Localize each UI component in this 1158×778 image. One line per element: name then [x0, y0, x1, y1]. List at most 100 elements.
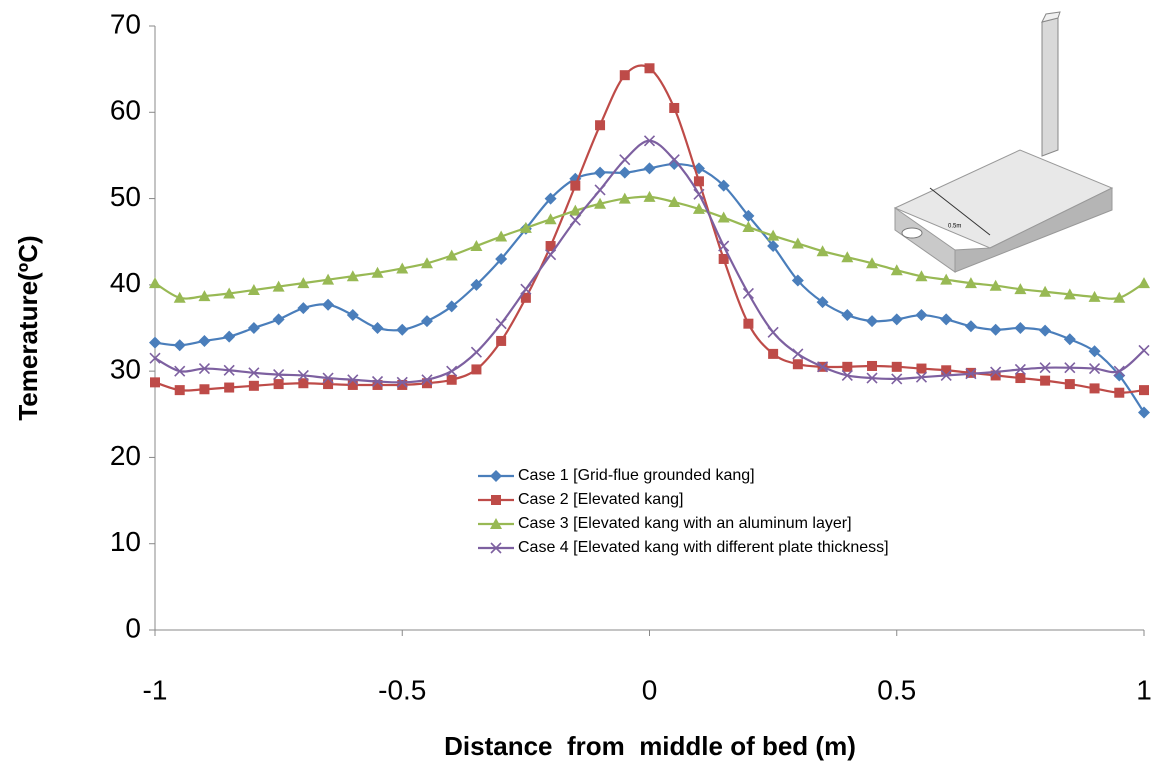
marker	[1139, 385, 1149, 396]
marker	[594, 184, 606, 196]
marker	[1040, 375, 1051, 386]
marker	[322, 273, 335, 285]
marker	[791, 274, 804, 287]
marker	[718, 240, 730, 252]
marker	[347, 374, 359, 386]
marker	[371, 322, 384, 334]
marker	[1113, 291, 1126, 303]
marker	[1039, 285, 1052, 297]
marker	[223, 287, 236, 299]
marker	[371, 375, 384, 388]
marker	[149, 277, 161, 289]
marker	[668, 154, 680, 166]
marker	[1039, 362, 1051, 374]
marker	[1088, 290, 1101, 302]
marker	[248, 367, 260, 379]
marker	[174, 385, 185, 396]
marker	[1039, 324, 1052, 337]
marker	[742, 209, 755, 222]
marker	[174, 365, 186, 377]
marker	[199, 384, 210, 395]
marker	[273, 369, 285, 381]
marker	[445, 300, 458, 313]
marker	[618, 192, 631, 204]
marker	[890, 313, 903, 326]
marker	[915, 270, 928, 282]
marker	[941, 365, 952, 376]
marker	[940, 369, 952, 382]
marker	[717, 211, 730, 223]
marker	[420, 315, 433, 328]
marker	[421, 374, 433, 386]
y-tick-label: 20	[110, 440, 141, 471]
marker	[816, 245, 829, 257]
marker	[223, 330, 236, 343]
marker	[1138, 344, 1150, 356]
legend-marker	[491, 495, 501, 505]
marker	[990, 366, 1002, 378]
marker	[1088, 345, 1101, 358]
marker	[273, 379, 284, 390]
marker	[173, 339, 186, 352]
marker	[940, 273, 953, 285]
marker	[545, 241, 556, 252]
marker	[1113, 365, 1125, 377]
marker	[866, 372, 878, 384]
marker	[915, 371, 928, 383]
marker	[1138, 277, 1150, 289]
marker	[717, 179, 730, 192]
marker	[841, 309, 854, 322]
marker	[643, 162, 656, 175]
marker	[1015, 373, 1026, 384]
y-tick-label: 40	[110, 267, 141, 298]
marker	[964, 320, 977, 333]
x-tick-label: 1	[1136, 674, 1152, 705]
marker	[743, 318, 754, 329]
legend-label: Case 3 [Elevated kang with an aluminum l…	[518, 515, 852, 532]
marker	[495, 252, 508, 265]
marker	[692, 202, 705, 214]
marker	[297, 369, 309, 382]
marker	[471, 364, 482, 375]
marker	[149, 336, 161, 349]
legend-marker	[490, 518, 502, 529]
marker	[595, 120, 606, 131]
marker	[470, 278, 483, 291]
marker	[396, 262, 409, 274]
marker	[643, 190, 656, 202]
marker	[397, 379, 408, 390]
y-tick-label: 30	[110, 354, 141, 385]
y-tick-label: 50	[110, 181, 141, 212]
marker	[916, 363, 927, 374]
marker	[742, 287, 754, 300]
marker	[619, 70, 630, 81]
marker	[544, 192, 557, 205]
marker	[470, 346, 482, 358]
marker	[891, 361, 902, 372]
marker	[668, 196, 681, 208]
marker	[1014, 363, 1026, 375]
marker	[495, 318, 507, 330]
marker	[1089, 383, 1100, 394]
marker	[297, 277, 310, 289]
marker	[816, 296, 829, 309]
y-axis-title: Temerature(ºC)	[13, 235, 43, 420]
marker	[1088, 362, 1101, 375]
marker	[446, 374, 457, 385]
y-tick-label: 70	[110, 8, 141, 39]
x-tick-label: -1	[143, 674, 168, 705]
marker	[742, 221, 755, 233]
marker	[544, 213, 557, 225]
marker	[298, 378, 309, 389]
marker	[767, 326, 779, 338]
marker	[1064, 362, 1076, 374]
marker	[371, 266, 384, 278]
marker	[224, 382, 235, 393]
marker	[346, 309, 359, 322]
x-tick-label: -0.5	[378, 674, 426, 705]
marker	[247, 322, 260, 334]
marker	[297, 302, 310, 315]
marker	[767, 240, 780, 253]
y-tick-label: 60	[110, 95, 141, 126]
marker	[520, 283, 532, 295]
